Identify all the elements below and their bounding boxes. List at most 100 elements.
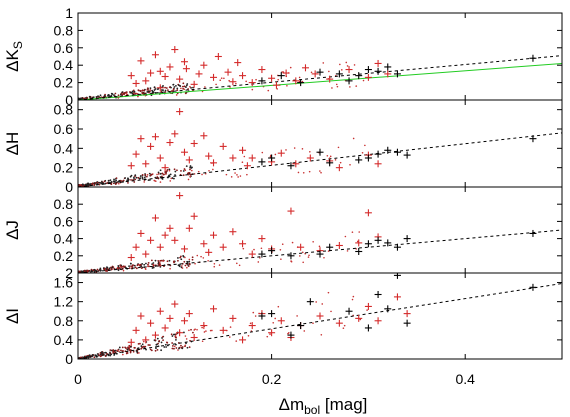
scatter-dot — [188, 258, 191, 261]
black-plus-marker — [403, 319, 411, 327]
cloud-dot — [93, 184, 96, 187]
cloud-dot — [147, 344, 150, 346]
x-axis-label: Δmbol [mag] — [279, 395, 368, 417]
black-plus-marker — [306, 298, 314, 306]
cloud-dot — [83, 270, 86, 273]
cloud-dot — [125, 91, 128, 94]
scatter-dot — [169, 267, 171, 270]
scatter-dot — [146, 173, 149, 176]
scatter-dot — [359, 318, 362, 321]
red-plus-marker — [185, 310, 193, 318]
red-plus-marker — [137, 57, 145, 65]
cloud-dot — [105, 268, 108, 270]
cloud-dot — [124, 177, 127, 179]
scatter-dot — [118, 350, 120, 353]
scatter-dot — [122, 353, 124, 356]
cloud-dot — [124, 266, 127, 269]
cloud-dot — [96, 268, 99, 271]
scatter-dot — [181, 267, 184, 269]
cloud-dot — [99, 182, 102, 184]
cloud-dot — [145, 262, 147, 265]
scatter-dot — [277, 305, 280, 308]
cloud-dot — [148, 172, 151, 175]
scatter-dot — [212, 168, 214, 171]
scatter-dot — [174, 335, 177, 337]
black-plus-marker — [268, 310, 276, 318]
x-tick-label: 0 — [74, 371, 82, 387]
panel-plot-area — [78, 273, 562, 359]
y-tick-label: 0.4 — [54, 332, 74, 348]
cloud-dot — [140, 345, 143, 347]
scatter-dot — [298, 76, 301, 79]
scatter-dot — [181, 265, 183, 267]
cloud-dot — [154, 339, 157, 342]
cloud-dot — [126, 348, 129, 351]
cloud-dot — [182, 82, 185, 85]
red-plus-marker — [234, 59, 242, 67]
cloud-dot — [81, 97, 84, 100]
cloud-dot — [149, 174, 152, 177]
black-plus-marker — [529, 283, 537, 291]
scatter-dot — [326, 154, 329, 157]
red-plus-marker — [127, 254, 135, 262]
cloud-dot — [95, 95, 98, 98]
red-plus-marker — [176, 192, 184, 200]
black-plus-marker — [393, 243, 401, 251]
scatter-dot — [180, 87, 182, 90]
red-plus-marker — [335, 319, 343, 327]
scatter-dot — [272, 322, 275, 324]
cloud-dot — [176, 89, 179, 92]
black-plus-marker — [374, 150, 382, 158]
scatter-dot — [239, 175, 242, 177]
red-plus-marker — [161, 231, 169, 239]
cloud-dot — [152, 265, 155, 267]
red-plus-marker — [292, 77, 300, 85]
cloud-dot — [152, 266, 155, 269]
black-plus-marker — [403, 151, 411, 159]
cloud-dot — [164, 89, 167, 92]
cloud-dot — [112, 352, 114, 354]
scatter-dot — [205, 330, 207, 332]
red-plus-marker — [137, 135, 145, 143]
cloud-dot — [139, 90, 142, 93]
cloud-dot — [159, 259, 162, 262]
scatter-dot — [225, 173, 228, 176]
cloud-dot — [130, 265, 132, 268]
cloud-dot — [127, 177, 129, 180]
cloud-dot — [153, 89, 156, 91]
cloud-dot — [87, 269, 90, 272]
scatter-dot — [184, 256, 186, 259]
red-plus-marker — [151, 133, 159, 141]
scatter-dot — [266, 335, 269, 338]
y-tick-label: 1.2 — [54, 294, 74, 310]
scatter-dot — [346, 65, 349, 67]
scatter-dot — [267, 89, 270, 92]
cloud-dot — [129, 262, 132, 265]
cloud-dot — [97, 95, 99, 97]
scatter-dot — [293, 147, 296, 149]
scatter-dot — [161, 335, 164, 338]
scatter-dot — [215, 83, 217, 86]
cloud-dot — [154, 259, 157, 262]
scatter-dot — [201, 173, 203, 176]
cloud-dot — [140, 267, 143, 270]
cloud-dot — [177, 84, 180, 87]
cloud-dot — [178, 264, 181, 266]
red-plus-marker — [311, 70, 319, 78]
red-plus-marker — [176, 75, 184, 83]
cloud-dot — [170, 90, 173, 93]
scatter-dot — [177, 349, 179, 351]
cloud-dot — [109, 354, 112, 357]
cloud-dot — [127, 179, 130, 181]
red-plus-marker — [142, 336, 150, 344]
red-plus-marker — [156, 154, 164, 162]
cloud-dot — [187, 88, 190, 90]
red-plus-marker — [258, 235, 266, 243]
cloud-dot — [180, 170, 182, 172]
scatter-dot — [364, 144, 366, 147]
scatter-dot — [189, 175, 192, 178]
black-plus-marker — [364, 324, 372, 332]
red-plus-marker — [239, 146, 247, 154]
scatter-dot — [120, 180, 123, 182]
red-plus-marker — [137, 229, 145, 237]
